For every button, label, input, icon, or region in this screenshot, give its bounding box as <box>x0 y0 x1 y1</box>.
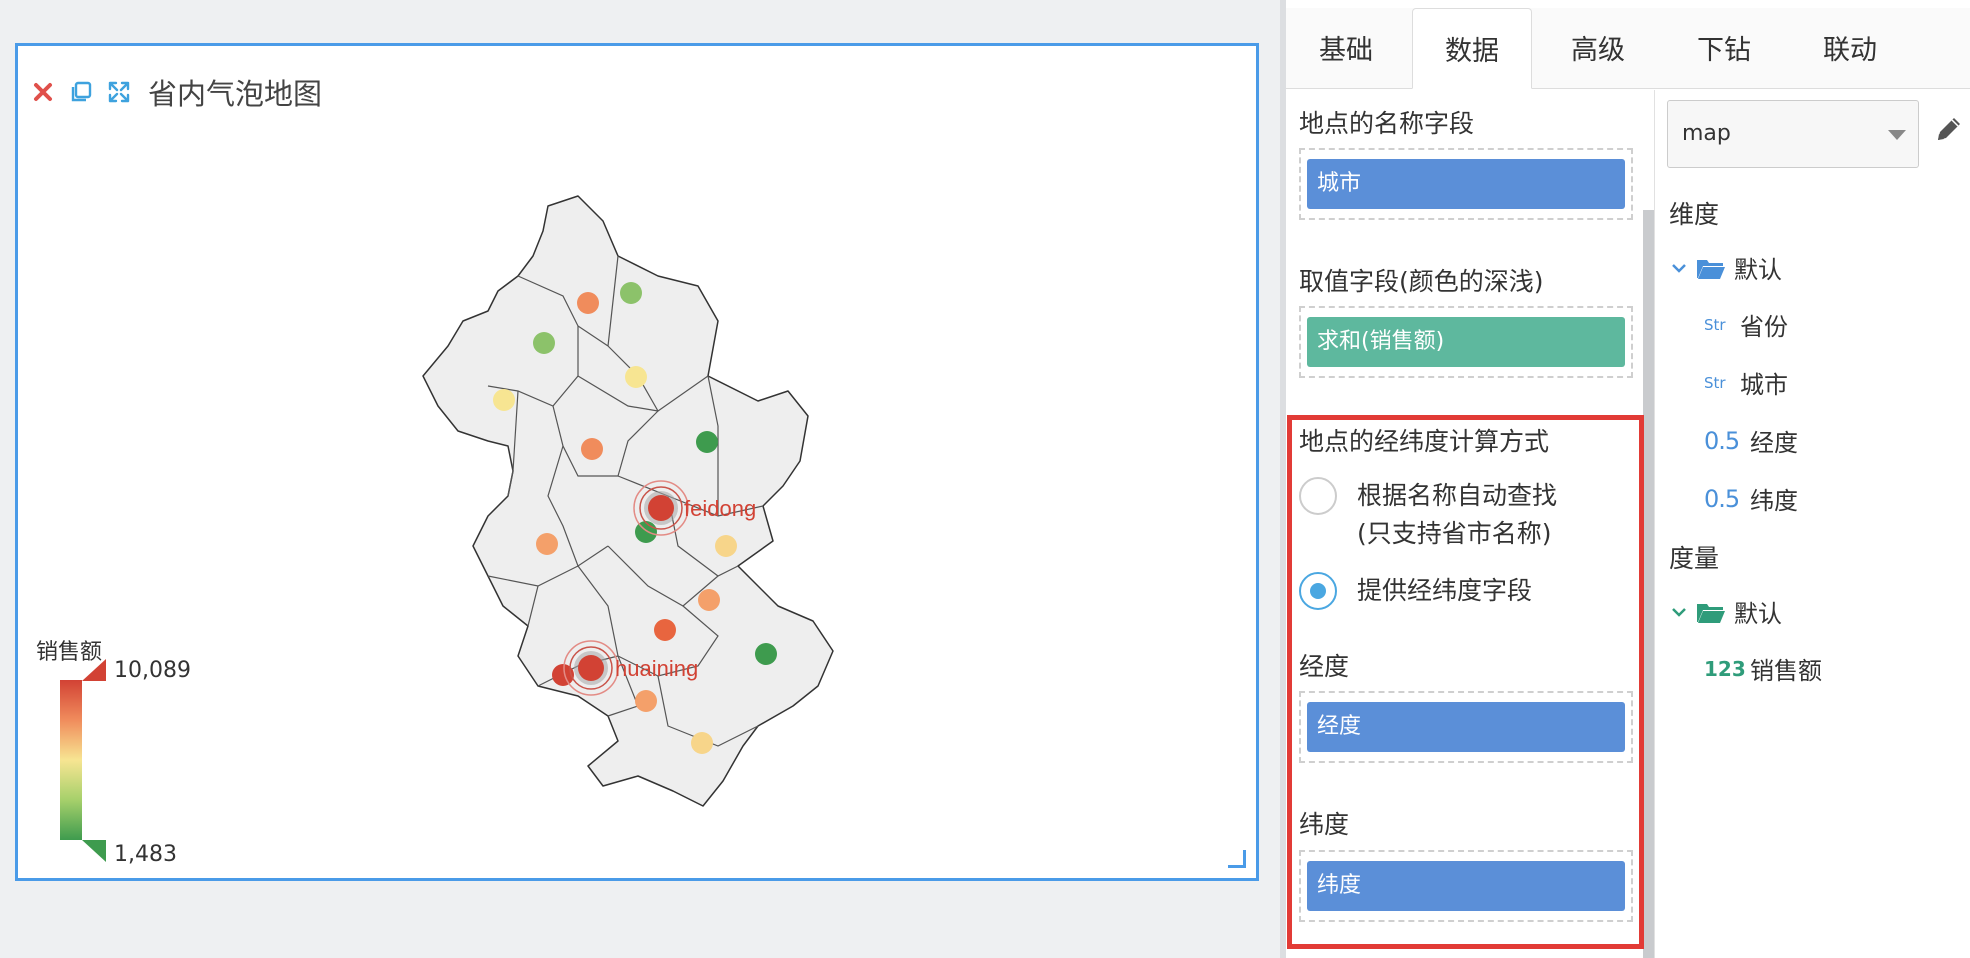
map-label-feidong: feidong <box>684 496 756 521</box>
field-name: 经度 <box>1750 429 1798 457</box>
bubble <box>635 521 657 543</box>
longitude-dropzone[interactable]: 经度 <box>1299 691 1633 763</box>
bubble <box>620 282 642 304</box>
latitude-chip[interactable]: 纬度 <box>1307 861 1625 911</box>
field-item[interactable]: 0.5 纬度 <box>1704 481 1798 516</box>
field-item[interactable]: Str 城市 <box>1704 365 1788 400</box>
tab-data[interactable]: 数据 <box>1412 8 1532 89</box>
province-outline <box>422 195 834 807</box>
name-field-label: 地点的名称字段 <box>1299 109 1475 138</box>
bubble <box>635 690 657 712</box>
latitude-label: 纬度 <box>1299 810 1350 839</box>
bubble <box>696 431 718 453</box>
dimensions-heading: 维度 <box>1669 200 1720 229</box>
dimensions-folder[interactable]: 默认 <box>1670 250 1782 285</box>
bubble <box>755 643 777 665</box>
legend-min-handle[interactable] <box>82 840 106 862</box>
measures-folder[interactable]: 默认 <box>1670 594 1782 629</box>
bubble <box>654 619 676 641</box>
panel-splitter[interactable] <box>1280 0 1286 958</box>
bubble <box>691 732 713 754</box>
widget-header: 省内气泡地图 <box>30 72 322 112</box>
tab-drilldown[interactable]: 下钻 <box>1697 35 1751 66</box>
value-field-label: 取值字段(颜色的深浅) <box>1299 267 1544 296</box>
datasource-value: map <box>1682 121 1731 146</box>
latitude-dropzone[interactable]: 纬度 <box>1299 850 1633 922</box>
datasource-select[interactable]: map <box>1667 100 1919 168</box>
tab-linkage[interactable]: 联动 <box>1823 35 1877 66</box>
radio-provide-fields[interactable]: 提供经纬度字段 <box>1299 572 1532 610</box>
radio-auto-lookup[interactable]: 根据名称自动查找 (只支持省市名称) <box>1299 477 1557 553</box>
chevron-down-icon <box>1672 263 1686 273</box>
data-config-column <box>1286 90 1654 958</box>
field-item[interactable]: 123 销售额 <box>1704 651 1822 686</box>
string-type-icon: Str <box>1704 315 1726 334</box>
pencil-icon[interactable] <box>1932 112 1964 148</box>
radio-label: 根据名称自动查找 (只支持省市名称) <box>1357 481 1558 548</box>
chevron-down-icon <box>1672 607 1686 617</box>
longitude-chip[interactable]: 经度 <box>1307 702 1625 752</box>
expand-icon[interactable] <box>106 79 132 105</box>
bubbles <box>493 282 777 754</box>
bubble <box>552 664 574 686</box>
string-type-icon: Str <box>1704 373 1726 392</box>
field-name: 纬度 <box>1750 487 1798 515</box>
legend-max-value: 10,089 <box>114 658 191 683</box>
field-name: 城市 <box>1740 371 1788 399</box>
number-type-icon: 0.5 <box>1704 426 1740 455</box>
bubble-feidong <box>648 495 674 521</box>
field-item[interactable]: Str 省份 <box>1704 307 1788 342</box>
radio-button-checked[interactable] <box>1299 572 1337 610</box>
bubble <box>577 292 599 314</box>
bubble-huaining <box>578 655 604 681</box>
value-field-chip[interactable]: 求和(销售额) <box>1307 317 1625 367</box>
highlight-box <box>1287 415 1644 949</box>
folder-open-icon <box>1697 603 1725 623</box>
tab-advanced[interactable]: 高级 <box>1571 35 1625 66</box>
bubble <box>493 389 515 411</box>
caret-down-icon <box>1888 130 1906 140</box>
bubble <box>715 535 737 557</box>
folder-label: 默认 <box>1734 600 1782 628</box>
province-bubble-map[interactable]: feidong huaining <box>18 46 1256 878</box>
city-borders <box>487 255 764 747</box>
bubble <box>536 533 558 555</box>
legend-min-value: 1,483 <box>114 842 177 867</box>
name-field-chip[interactable]: 城市 <box>1307 159 1625 209</box>
widget-title: 省内气泡地图 <box>148 77 323 111</box>
coord-method-label: 地点的经纬度计算方式 <box>1299 427 1550 456</box>
field-name: 省份 <box>1740 313 1788 341</box>
legend-color-bar <box>60 680 82 840</box>
value-field-dropzone[interactable]: 求和(销售额) <box>1299 306 1633 378</box>
longitude-label: 经度 <box>1299 652 1350 681</box>
map-widget[interactable]: 省内气泡地图 <box>15 43 1259 881</box>
field-item[interactable]: 0.5 经度 <box>1704 423 1798 458</box>
name-field-dropzone[interactable]: 城市 <box>1299 148 1633 220</box>
bubble <box>698 589 720 611</box>
map-label-huaining: huaining <box>615 656 698 681</box>
bubble <box>533 332 555 354</box>
field-name: 销售额 <box>1750 657 1822 685</box>
bubble <box>625 366 647 388</box>
radio-button[interactable] <box>1299 477 1337 515</box>
folder-label: 默认 <box>1734 256 1782 284</box>
legend-max-handle[interactable] <box>82 659 106 681</box>
measures-heading: 度量 <box>1669 544 1720 573</box>
settings-tabs: 基础 数据 高级 下钻 联动 <box>1286 8 1970 89</box>
radio-label: 提供经纬度字段 <box>1357 576 1533 605</box>
config-scrollbar[interactable] <box>1643 210 1654 958</box>
folder-open-icon <box>1697 259 1725 279</box>
resize-handle[interactable] <box>1228 850 1246 868</box>
tab-basic[interactable]: 基础 <box>1319 35 1373 66</box>
bubble <box>581 438 603 460</box>
copy-icon[interactable] <box>68 79 94 105</box>
measure-type-icon: 123 <box>1704 656 1746 681</box>
column-divider <box>1654 90 1655 958</box>
number-type-icon: 0.5 <box>1704 484 1740 513</box>
close-icon[interactable] <box>30 79 56 105</box>
